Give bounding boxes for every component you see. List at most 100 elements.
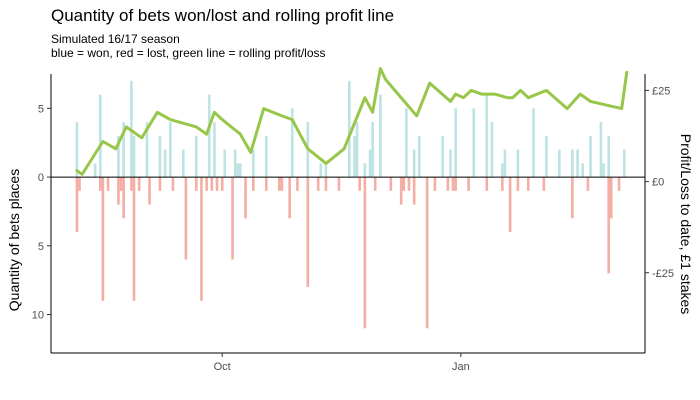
lost-bar [446,177,450,191]
won-bar [347,80,351,178]
y2-tick-label: -£25 [652,268,674,280]
won-bar [405,108,408,178]
lost-bar [75,177,79,233]
won-bar [576,149,579,178]
won-bar [368,149,372,178]
lost-bar [132,177,136,301]
x-tick-label: Jan [452,361,470,373]
lost-bar [433,177,437,191]
lost-bar [412,177,416,205]
lost-bar [220,177,224,191]
y2-tick-label: £25 [652,85,670,97]
lost-bar [607,177,610,274]
won-bar [264,135,268,178]
tick-labels: 5 0 5 10 £25 £0 -£25 Oct Jan [32,85,674,373]
won-bar [581,163,585,178]
won-bar [98,94,102,178]
y-tick-label: 5 [38,103,44,115]
won-bar [213,122,216,178]
won-bar [558,149,561,178]
won-bar [93,163,97,178]
won-bar [236,163,240,178]
lost-bar [358,177,361,191]
won-bar [490,122,494,178]
won-bar [412,149,416,178]
lost-bar [244,177,247,219]
won-bar [472,108,476,178]
y2-tick-label: £0 [652,177,664,189]
won-bar [239,163,242,178]
won-bar [449,149,452,178]
won-bar [454,108,457,178]
won-bar [545,135,548,178]
lost-bar [516,177,520,191]
lost-bar [296,177,299,191]
chart-subtitle: Simulated 16/17 season blue = won, red =… [51,32,326,60]
won-bar [145,122,149,178]
won-bar [355,122,359,178]
won-bar [485,94,489,178]
won-bar [607,135,610,178]
lost-bar [210,177,214,191]
lost-bar [158,177,162,191]
won-bar [223,149,227,178]
x-tick-label: Oct [214,361,231,373]
lost-bar [171,177,175,191]
lost-bar [373,177,377,191]
lost-bar [106,177,110,191]
lost-bar [288,177,291,219]
lost-bar [571,177,574,219]
lost-bar [117,177,120,205]
lost-bar [252,177,255,191]
lost-bar [215,177,219,191]
won-bar [363,163,367,178]
won-bar [169,122,172,178]
won-bar [207,94,211,178]
y-tick-label: 10 [32,310,44,322]
subtitle-line-1: Simulated 16/17 season [51,32,180,46]
lost-bar [194,177,198,191]
lost-bar [130,177,133,191]
lost-bar [526,177,530,191]
lost-bar [467,177,470,191]
lost-bars [75,177,621,329]
lost-bar [137,177,141,191]
lost-bar [337,177,341,191]
won-bar [158,135,162,178]
lost-bar [122,177,125,219]
won-bar [122,122,125,178]
lost-bar [407,177,411,191]
won-bar [117,135,120,178]
y-tick-label: 5 [38,241,44,253]
lost-bar [617,177,621,191]
won-bar [571,149,574,178]
lost-bar [586,177,590,191]
y-axis-title: Quantity of bets places [6,169,22,311]
won-bar [501,163,504,178]
lost-bar [363,177,367,329]
y-tick-label: 0 [38,172,44,184]
lost-bar [119,177,123,191]
lost-bar [231,177,234,260]
lost-bar [609,177,613,219]
won-bar [418,135,421,178]
won-bar [379,94,382,178]
y2-axis-title: Profit/Loss to date, £1 stakes [678,134,694,315]
lost-bar [277,177,281,191]
won-bar [532,108,535,178]
won-bar [622,149,626,178]
lost-bar [324,177,328,191]
lost-bar [316,177,320,191]
profit-line [75,67,629,176]
lost-bar [280,177,284,191]
lost-bar [200,177,203,301]
won-bar [233,149,237,178]
won-bar [503,149,507,178]
lost-bar [425,177,429,329]
won-bar [75,122,79,178]
won-bar [132,135,136,178]
won-bar [371,122,374,178]
won-bar [181,149,185,178]
won-bar [252,149,255,178]
